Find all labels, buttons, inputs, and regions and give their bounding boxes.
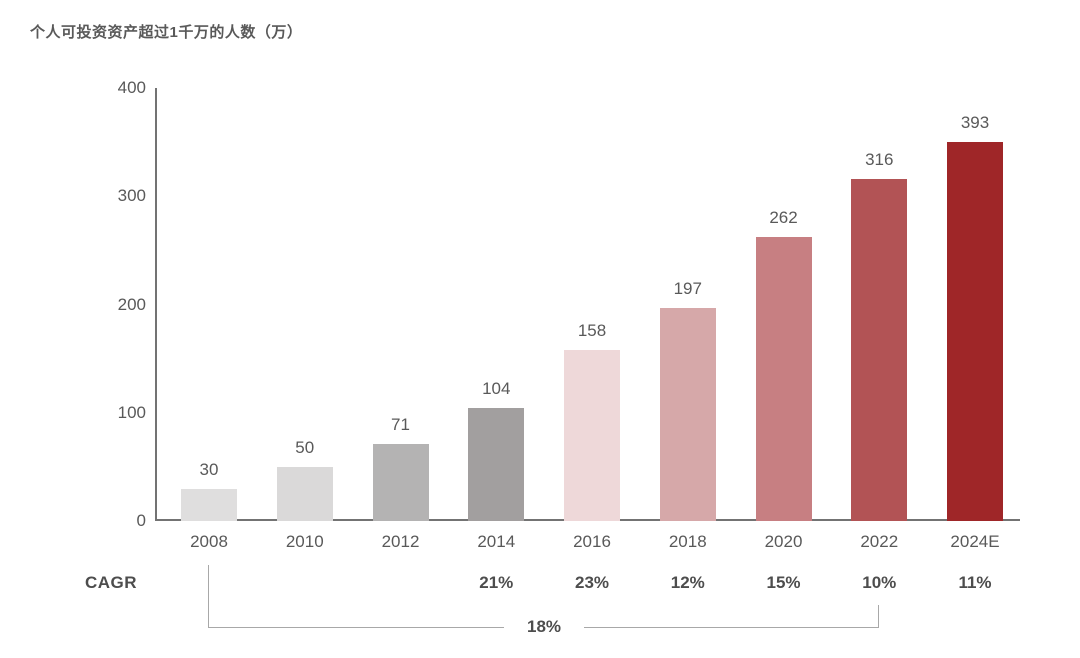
x-axis-label: 2008: [190, 532, 228, 551]
cagr-overall-value: 18%: [526, 617, 562, 636]
bar-value-label: 50: [295, 437, 315, 457]
cagr-value: 11%: [958, 573, 992, 592]
bar-value-label: 71: [391, 415, 410, 435]
bar: [755, 237, 812, 521]
y-axis-tick-label: 200: [117, 294, 146, 314]
bar-value-label: 197: [673, 278, 702, 298]
cagr-bracket-line-right: [584, 627, 879, 628]
bar: [659, 307, 716, 521]
bar-value-label: 393: [960, 113, 990, 133]
bar-value-label: 158: [577, 320, 607, 340]
bar-value-label: 262: [769, 208, 798, 228]
x-axis-label: 2022: [860, 532, 899, 551]
bar: [276, 466, 333, 521]
x-axis-label: 2024E: [950, 532, 1000, 551]
x-axis-label: 2018: [668, 532, 707, 551]
cagr-bracket-line-left: [208, 627, 504, 628]
cagr-row-label: CAGR: [85, 573, 138, 592]
bar-value-label: 104: [482, 379, 511, 399]
cagr-bracket-right-tick: [878, 605, 879, 628]
bar: [564, 349, 620, 521]
y-axis-tick-label: 400: [117, 78, 146, 97]
bar-value-label: 316: [865, 149, 894, 169]
x-axis-label: 2010: [285, 532, 324, 551]
x-axis-label: 2020: [764, 532, 803, 551]
x-axis-label: 2016: [573, 532, 611, 551]
bar: [468, 408, 525, 521]
cagr-value: 12%: [670, 573, 705, 592]
y-axis-tick-label: 0: [136, 511, 146, 530]
cagr-value: 15%: [766, 573, 801, 592]
chart-title: 个人可投资资产超过1千万的人数（万）: [30, 24, 303, 41]
cagr-value: 21%: [479, 573, 514, 592]
cagr-value: 23%: [574, 573, 610, 592]
bar: [181, 488, 237, 521]
y-axis-tick-label: 100: [117, 402, 146, 422]
cagr-value: 10%: [862, 573, 897, 592]
x-axis-label: 2012: [381, 532, 420, 551]
bar: [372, 444, 429, 521]
cagr-bracket-left-tick: [208, 565, 209, 627]
y-axis-tick-label: 300: [117, 186, 146, 206]
bar-value-label: 30: [199, 459, 219, 479]
x-axis-label: 2014: [477, 532, 516, 551]
bar: [947, 142, 1003, 521]
bar: [851, 178, 908, 521]
